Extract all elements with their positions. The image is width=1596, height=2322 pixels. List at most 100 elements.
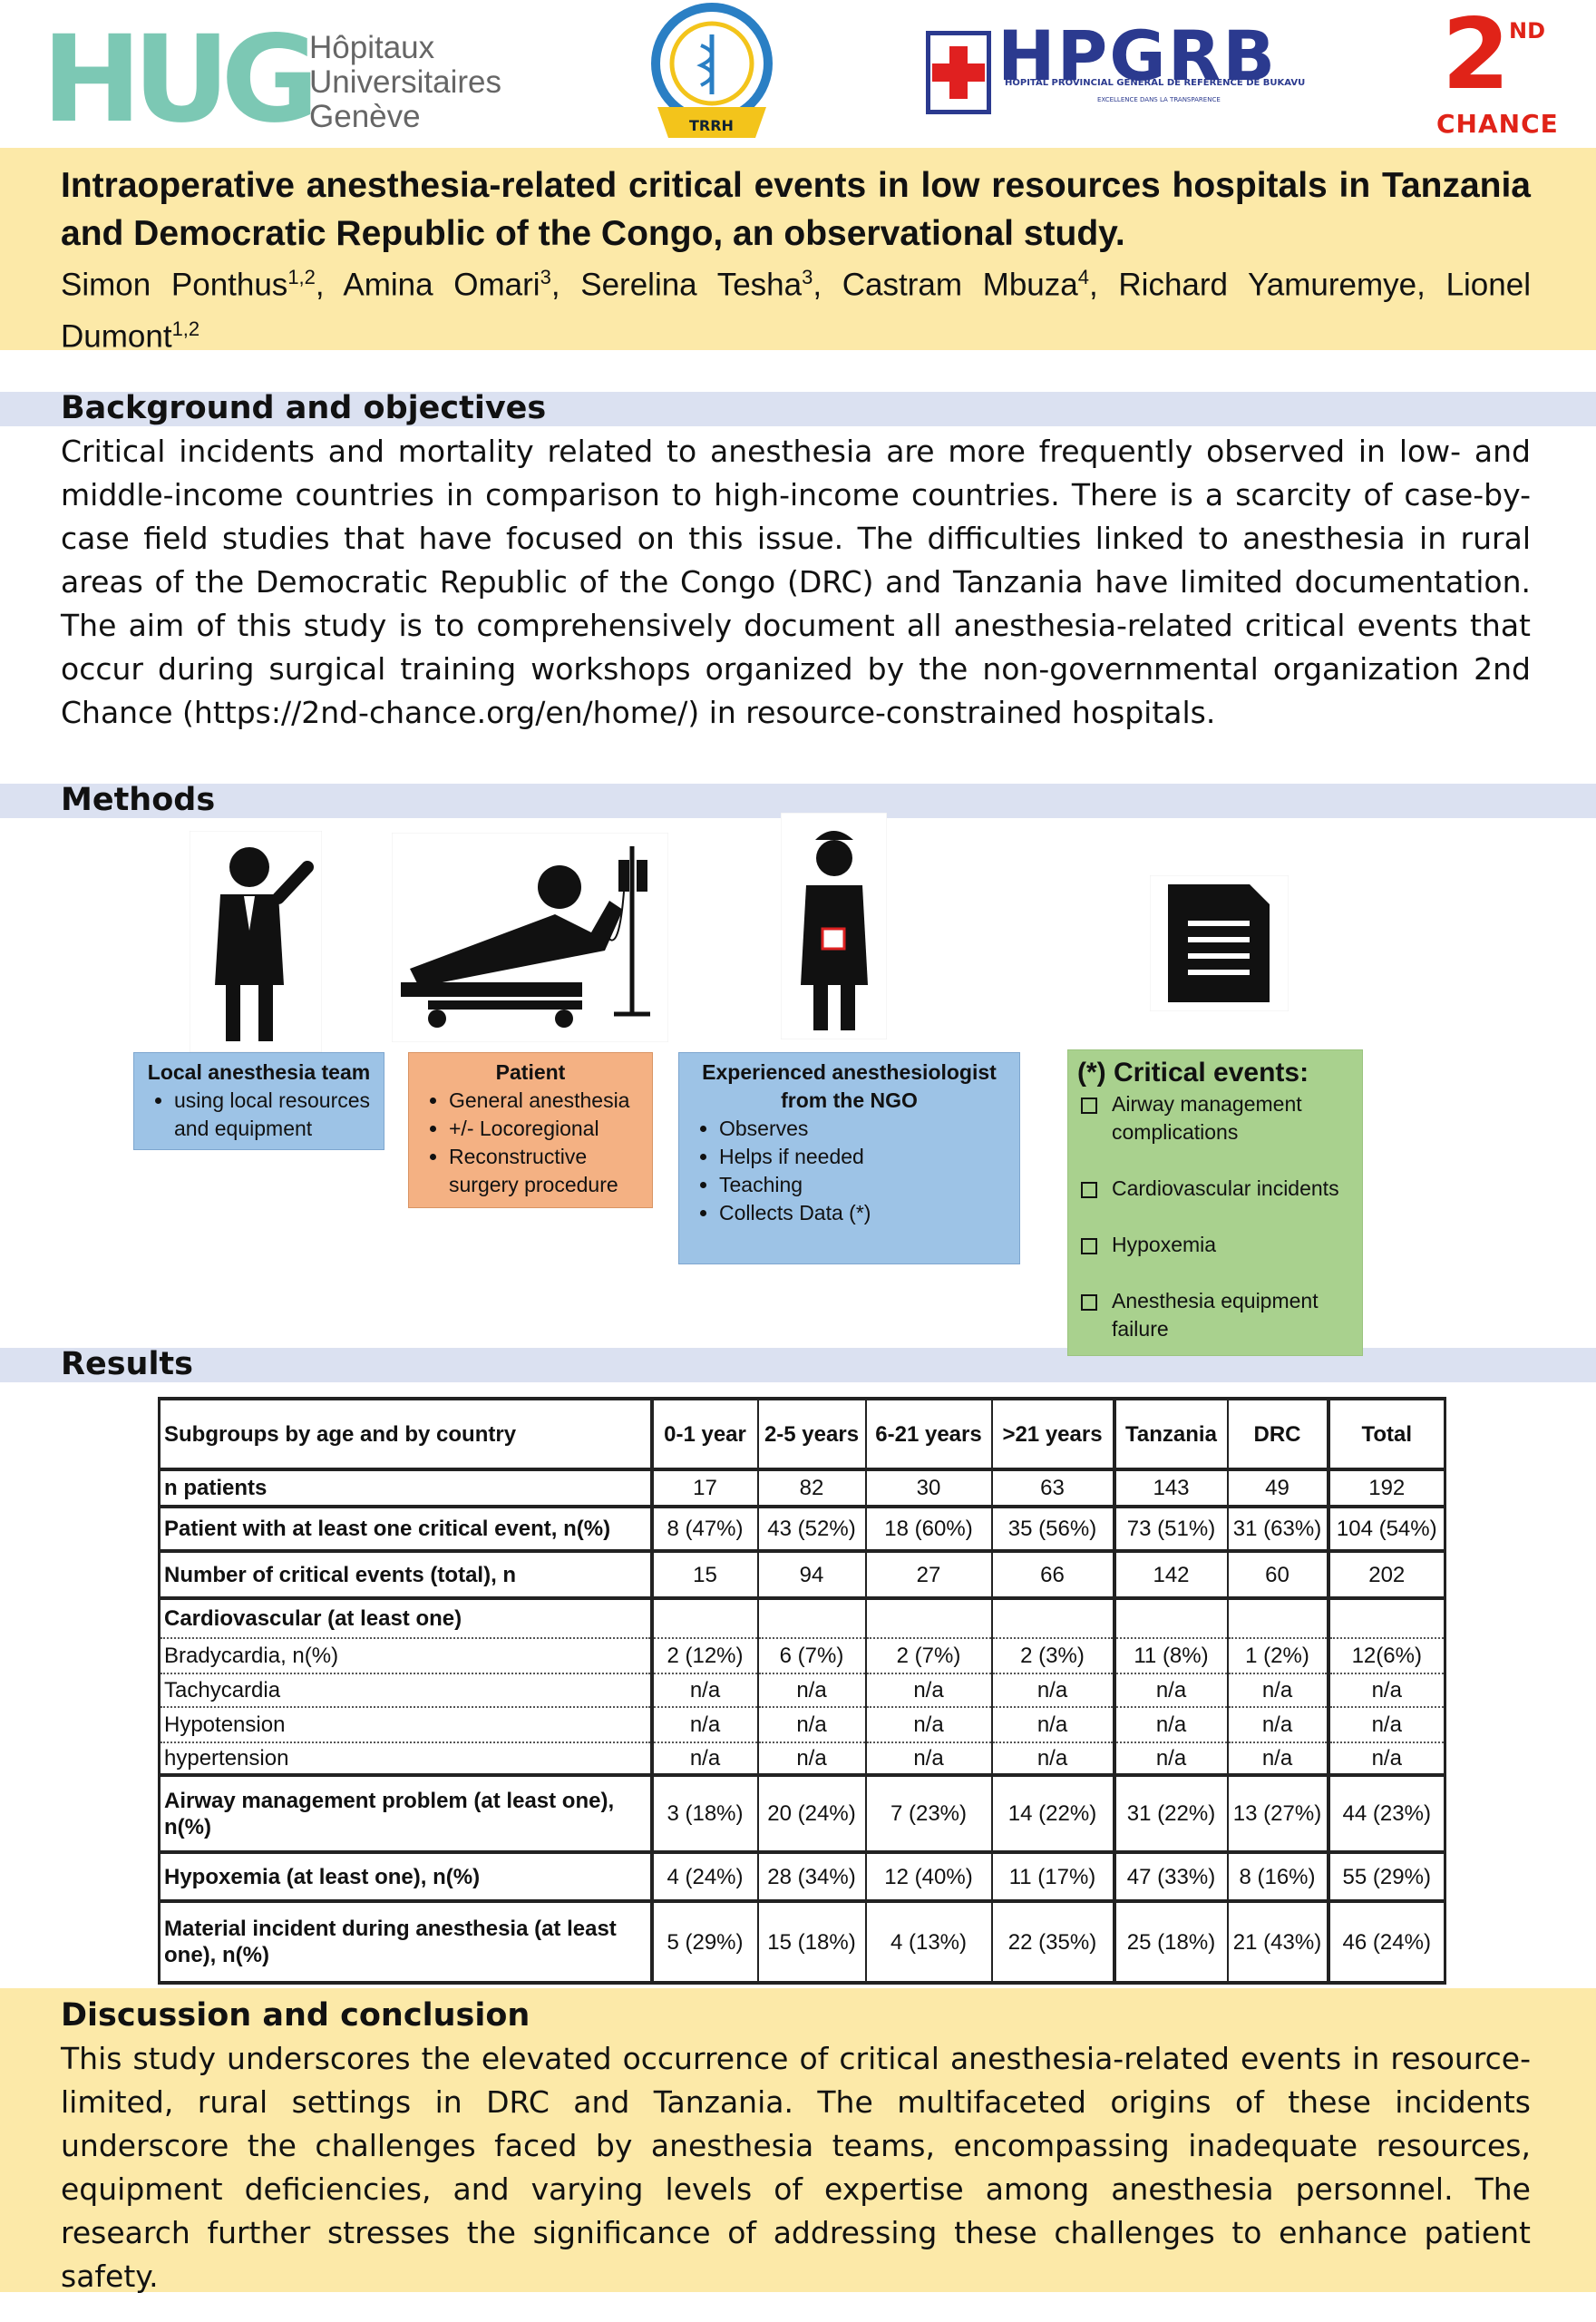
table-cell: 94 (757, 1549, 867, 1598)
box-list: Airway management complications Cardiovas… (1077, 1090, 1353, 1343)
box-list: General anesthesia+/- LocoregionalRecons… (418, 1087, 643, 1199)
table-cell: 46 (24%) (1328, 1899, 1446, 1983)
table-cell (1328, 1596, 1446, 1638)
table-cell: n/a (1328, 1706, 1446, 1742)
chance-number: 2 (1442, 0, 1511, 112)
table-cell: 82 (757, 1468, 867, 1507)
box-item: Observes (719, 1115, 1010, 1143)
table-cell: n/a (1328, 1673, 1446, 1707)
hug-letters: HUG (42, 10, 319, 150)
table-cell: Tachycardia (159, 1673, 654, 1707)
table-cell: 60 (1227, 1549, 1330, 1598)
hug-text: Hôpitaux Universitaires Genève (309, 31, 501, 134)
table-cell: n/a (1114, 1673, 1229, 1707)
table-cell: 49 (1227, 1468, 1330, 1507)
trrh-logo (651, 3, 773, 138)
table-cell: n/a (757, 1706, 867, 1742)
table-cell: 31 (22%) (1114, 1773, 1229, 1852)
table-cell: 14 (22%) (991, 1773, 1116, 1852)
table-cell (651, 1596, 759, 1638)
table-cell: n/a (991, 1742, 1116, 1775)
table-cell: 15 (18%) (757, 1899, 867, 1983)
box-title: Local anesthesia team (147, 1060, 371, 1084)
trrh-label: TRRH (689, 117, 734, 134)
section-band (0, 392, 1596, 426)
table-cell: n/a (651, 1742, 759, 1775)
table-cell: n/a (991, 1673, 1116, 1707)
table-cell: 11 (17%) (991, 1850, 1116, 1901)
table-cell: 4 (13%) (865, 1899, 993, 1983)
results-table: Subgroups by age and by country 0-1 year 2… (158, 1397, 1446, 1985)
table-cell: 13 (27%) (1227, 1773, 1330, 1852)
separator: , (1088, 267, 1098, 303)
anesthesiologist-icon (781, 813, 887, 1039)
table-cell (757, 1596, 867, 1638)
section-heading: Results (61, 1346, 193, 1382)
table-cell: 73 (51%) (1114, 1505, 1229, 1551)
table-cell: n/a (1227, 1742, 1330, 1775)
table-row: Hypotension n/a n/a n/a n/a n/a n/a n/a (159, 1706, 1446, 1742)
table-cell: n/a (757, 1673, 867, 1707)
table-cell: n/a (1328, 1742, 1446, 1775)
table-cell: Bradycardia, n(%) (159, 1637, 654, 1673)
table-cell: n/a (651, 1673, 759, 1707)
table-cell: 17 (651, 1468, 759, 1507)
table-cell: 20 (24%) (757, 1773, 867, 1852)
table-cell: Airway management problem (at least one)… (159, 1773, 654, 1852)
section-heading: Discussion and conclusion (61, 1997, 530, 2034)
discussion-text: This study underscores the elevated occu… (61, 2041, 1531, 2294)
table-cell: 63 (991, 1468, 1116, 1507)
table-cell: 43 (52%) (757, 1505, 867, 1551)
affiliation: 3 (540, 266, 551, 288)
table-cell: 6-21 years (865, 1399, 993, 1469)
table-cell: n/a (1227, 1706, 1330, 1742)
table-cell: >21 years (991, 1399, 1116, 1469)
author-name: Amina Omari (343, 267, 540, 303)
table-cell: 6 (7%) (757, 1637, 867, 1673)
title-band (0, 148, 1596, 350)
affiliation: 4 (1077, 266, 1089, 288)
box-title: (*) Critical events: (1077, 1058, 1309, 1088)
hug-line: Genève (309, 99, 421, 134)
box-item: Anesthesia equipment failure (1077, 1287, 1353, 1343)
table-cell: DRC (1227, 1399, 1330, 1469)
table-cell: n/a (1227, 1673, 1330, 1707)
table-row: Tachycardia n/a n/a n/a n/a n/a n/a n/a (159, 1673, 1446, 1707)
table-cell: 143 (1114, 1468, 1229, 1507)
table-cell: 2 (3%) (991, 1637, 1116, 1673)
table-cell: 44 (23%) (1328, 1773, 1446, 1852)
table-cell: 66 (991, 1549, 1116, 1598)
table: Subgroups by age and by country 0-1 year 2… (158, 1397, 1446, 1985)
table-cell: hypertension (159, 1742, 654, 1775)
author-name: Lionel Dumont (61, 267, 1531, 355)
affiliation: 3 (802, 266, 813, 288)
table-cell (991, 1596, 1116, 1638)
table-cell: 202 (1328, 1549, 1446, 1598)
method-box: Experienced anesthesiologist from the NG… (678, 1052, 1020, 1264)
table-cell: 1 (2%) (1227, 1637, 1330, 1673)
box-item: Collects Data (*) (719, 1199, 1010, 1227)
table-cell: 12(6%) (1328, 1637, 1446, 1673)
author-name: Simon Ponthus (61, 267, 288, 303)
table-cell: n/a (757, 1742, 867, 1775)
table-cell: n/a (991, 1706, 1116, 1742)
table-cell: 25 (18%) (1114, 1899, 1229, 1983)
table-cell: 35 (56%) (991, 1505, 1116, 1551)
table-cell: Hypotension (159, 1706, 654, 1742)
table-cell: Subgroups by age and by country (159, 1399, 654, 1469)
table-row: Hypoxemia (at least one), n(%) 4 (24%) 28 … (159, 1850, 1446, 1901)
box-title: Experienced anesthesiologist from the NG… (702, 1060, 997, 1112)
table-cell: 3 (18%) (651, 1773, 759, 1852)
box-item: Cardiovascular incidents (1077, 1175, 1353, 1203)
chance-word: CHANCE (1436, 109, 1559, 139)
table-cell: 31 (63%) (1227, 1505, 1330, 1551)
method-box: Local anesthesia team using local resourc… (133, 1052, 384, 1150)
author-name: Richard Yamuremye (1118, 267, 1417, 303)
table-row: hypertension n/a n/a n/a n/a n/a n/a n/a (159, 1742, 1446, 1775)
hpgrb-letters: HPGRB (998, 15, 1278, 96)
hug-line: Hôpitaux (309, 30, 435, 65)
box-item: using local resources and equipment (174, 1087, 375, 1143)
table-cell: 7 (23%) (865, 1773, 993, 1852)
table-cell: 142 (1114, 1549, 1229, 1598)
table-row: Material incident during anesthesia (at … (159, 1899, 1446, 1983)
